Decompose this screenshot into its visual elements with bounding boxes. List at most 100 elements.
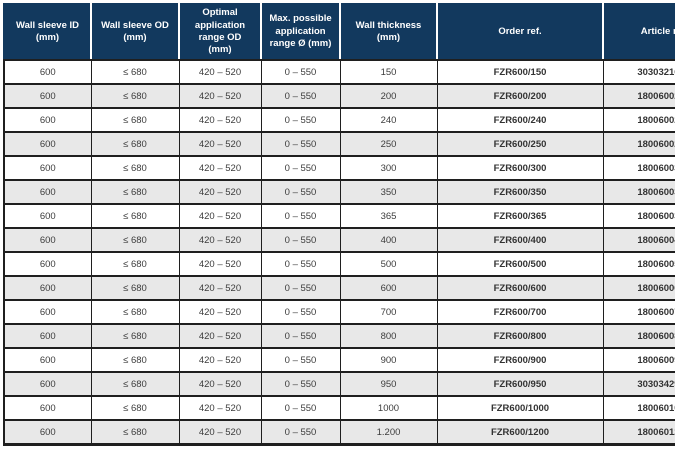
column-header-3: Optimal application range OD (mm)	[178, 3, 262, 61]
table-cell: 600	[339, 275, 438, 301]
column-header-2: Wall sleeve OD (mm)	[90, 3, 180, 61]
table-cell: 420 – 520	[178, 155, 262, 181]
table-cell: 420 – 520	[178, 275, 262, 301]
table-cell: 700	[339, 299, 438, 325]
table-cell: 150	[339, 59, 438, 85]
table-row: 600 ≤ 680 420 – 520 0 – 550 900 FZR600/900 180…	[3, 347, 675, 373]
table-cell: 420 – 520	[178, 251, 262, 277]
table-cell: 400	[339, 227, 438, 253]
table-cell: 1800600800	[602, 323, 675, 349]
table-cell: ≤ 680	[90, 323, 180, 349]
table-cell: 365	[339, 203, 438, 229]
table-cell: 420 – 520	[178, 395, 262, 421]
table-cell: FZR600/250	[436, 131, 604, 157]
table-cell: 1800600700	[602, 299, 675, 325]
table-row: 600 ≤ 680 420 – 520 0 – 550 300 FZR600/300 180…	[3, 155, 675, 181]
table-cell: ≤ 680	[90, 251, 180, 277]
table-cell: 600	[3, 251, 92, 277]
table-cell: 600	[3, 347, 92, 373]
table-cell: 420 – 520	[178, 83, 262, 109]
table-cell: FZR600/1000	[436, 395, 604, 421]
table-cell: 600	[3, 83, 92, 109]
table-cell: 0 – 550	[260, 395, 341, 421]
table-row: 600 ≤ 680 420 – 520 0 – 550 1.200 FZR600/1200…	[3, 419, 675, 446]
table-cell: 1800600250	[602, 131, 675, 157]
table-cell: 1800600500	[602, 251, 675, 277]
table-cell: FZR600/300	[436, 155, 604, 181]
table-cell: ≤ 680	[90, 275, 180, 301]
table-cell: 0 – 550	[260, 323, 341, 349]
table-cell: 420 – 520	[178, 59, 262, 85]
table-row: 600 ≤ 680 420 – 520 0 – 550 240 FZR600/240 180…	[3, 107, 675, 133]
table-cell: 600	[3, 155, 92, 181]
table-cell: 0 – 550	[260, 131, 341, 157]
table-cell: FZR600/800	[436, 323, 604, 349]
table-cell: 0 – 550	[260, 347, 341, 373]
table-cell: 3030321622	[602, 59, 675, 85]
table-cell: 600	[3, 107, 92, 133]
table-cell: 420 – 520	[178, 131, 262, 157]
table-cell: FZR600/500	[436, 251, 604, 277]
table-cell: ≤ 680	[90, 131, 180, 157]
table-cell: 3030342996	[602, 371, 675, 397]
table-cell: 300	[339, 155, 438, 181]
table-cell: 420 – 520	[178, 347, 262, 373]
table-cell: FZR600/600	[436, 275, 604, 301]
table-row: 600 ≤ 680 420 – 520 0 – 550 1000 FZR600/1000 1…	[3, 395, 675, 421]
table-cell: 350	[339, 179, 438, 205]
table-cell: 600	[3, 203, 92, 229]
table-cell: 600	[3, 179, 92, 205]
table-cell: 420 – 520	[178, 227, 262, 253]
table-cell: 900	[339, 347, 438, 373]
table-cell: 240	[339, 107, 438, 133]
table-row: 600 ≤ 680 420 – 520 0 – 550 150 FZR600/150 303…	[3, 59, 675, 85]
table-cell: 600	[3, 299, 92, 325]
table-cell: FZR600/900	[436, 347, 604, 373]
table-row: 600 ≤ 680 420 – 520 0 – 550 365 FZR600/365 180…	[3, 203, 675, 229]
table-cell: 600	[3, 323, 92, 349]
table-cell: FZR600/400	[436, 227, 604, 253]
table-cell: 0 – 550	[260, 275, 341, 301]
table-cell: FZR600/240	[436, 107, 604, 133]
table-cell: 1000	[339, 395, 438, 421]
table-cell: 420 – 520	[178, 323, 262, 349]
table-cell: ≤ 680	[90, 107, 180, 133]
table-row: 600 ≤ 680 420 – 520 0 – 550 500 FZR600/500 180…	[3, 251, 675, 277]
table-cell: 420 – 520	[178, 371, 262, 397]
table-cell: 0 – 550	[260, 371, 341, 397]
table-cell: 600	[3, 419, 92, 446]
table-cell: 0 – 550	[260, 155, 341, 181]
table-row: 600 ≤ 680 420 – 520 0 – 550 700 FZR600/700 180…	[3, 299, 675, 325]
table-row: 600 ≤ 680 420 – 520 0 – 550 400 FZR600/400 180…	[3, 227, 675, 253]
table-cell: ≤ 680	[90, 59, 180, 85]
table-cell: ≤ 680	[90, 299, 180, 325]
table-cell: 420 – 520	[178, 107, 262, 133]
table-row: 600 ≤ 680 420 – 520 0 – 550 200 FZR600/200 180…	[3, 83, 675, 109]
header-row: Wall sleeve ID (mm) Wall sleeve OD (mm) Op…	[3, 3, 675, 61]
table-cell: ≤ 680	[90, 227, 180, 253]
table-cell: 950	[339, 371, 438, 397]
table-cell: 250	[339, 131, 438, 157]
table-cell: 600	[3, 395, 92, 421]
table-cell: 1.200	[339, 419, 438, 446]
table-cell: 600	[3, 275, 92, 301]
table-header: Wall sleeve ID (mm) Wall sleeve OD (mm) Op…	[3, 3, 675, 61]
table-cell: 1800600240	[602, 107, 675, 133]
table-cell: 0 – 550	[260, 227, 341, 253]
table-cell: 1800600200	[602, 83, 675, 109]
table-cell: 1800601000	[602, 395, 675, 421]
table-cell: 1800600400	[602, 227, 675, 253]
table-cell: 1800601200	[602, 419, 675, 446]
table-cell: 200	[339, 83, 438, 109]
table-cell: 600	[3, 371, 92, 397]
table-cell: ≤ 680	[90, 395, 180, 421]
table-cell: 0 – 550	[260, 107, 341, 133]
product-spec-table: Wall sleeve ID (mm) Wall sleeve OD (mm) Op…	[3, 3, 675, 446]
table-cell: ≤ 680	[90, 83, 180, 109]
table-cell: 0 – 550	[260, 59, 341, 85]
table-cell: ≤ 680	[90, 419, 180, 446]
table-cell: ≤ 680	[90, 179, 180, 205]
table-cell: FZR600/150	[436, 59, 604, 85]
table-cell: FZR600/700	[436, 299, 604, 325]
